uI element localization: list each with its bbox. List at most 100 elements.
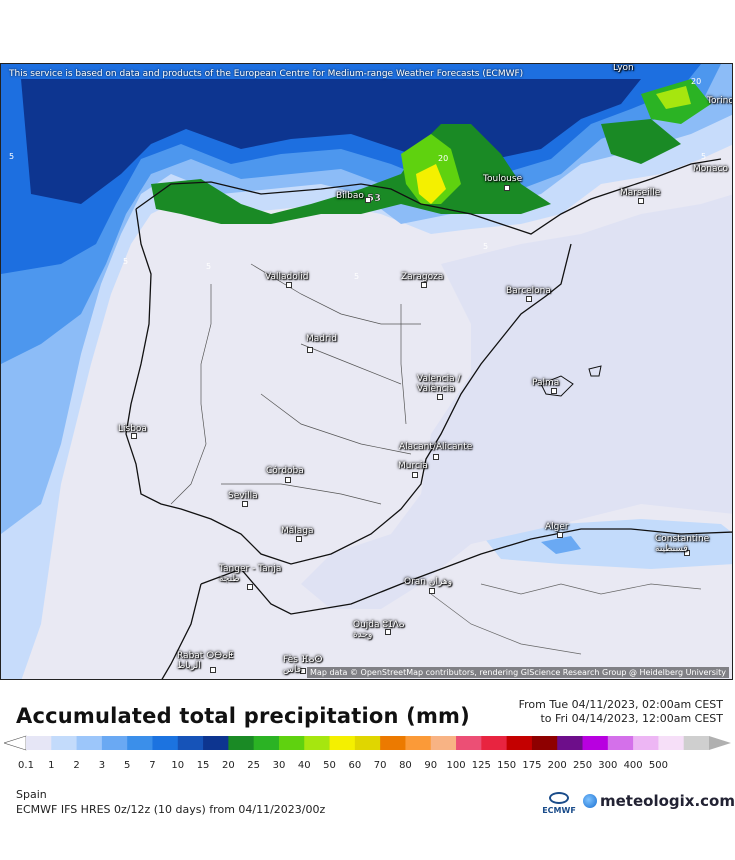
legend-under-arrow bbox=[4, 735, 27, 751]
legend-swatch bbox=[152, 736, 179, 750]
city-marker bbox=[286, 282, 292, 288]
city-marker bbox=[385, 629, 391, 635]
map-title: Accumulated total precipitation (mm) bbox=[16, 704, 470, 728]
time-range-to: to Fri 04/14/2023, 12:00am CEST bbox=[540, 712, 723, 725]
city-label: Zaragoza bbox=[401, 272, 444, 282]
legend-swatch bbox=[253, 736, 280, 750]
city-marker bbox=[551, 388, 557, 394]
city-label: Tanger - Tanja طنجة bbox=[219, 564, 282, 584]
contour-label: 5 bbox=[701, 152, 706, 161]
city-marker bbox=[296, 536, 302, 542]
legend-swatch bbox=[683, 736, 710, 750]
legend-swatch bbox=[607, 736, 634, 750]
legend-tick-label: 2 bbox=[73, 760, 80, 771]
legend-swatch bbox=[26, 736, 52, 750]
ecmwf-notice: This service is based on data and produc… bbox=[9, 69, 524, 79]
city-label: Murcia bbox=[398, 461, 428, 471]
legend-tick-label: 500 bbox=[648, 760, 668, 771]
legend-tick-label: 250 bbox=[572, 760, 593, 771]
legend-tick-label: 3 bbox=[98, 760, 106, 771]
legend-tick-label: 40 bbox=[297, 760, 311, 771]
legend-tick-label: 80 bbox=[399, 760, 412, 771]
city-marker bbox=[437, 394, 443, 400]
max-value-label: 53 bbox=[367, 193, 381, 204]
city-label: Fès ⴼⴰⵙ فاس bbox=[283, 655, 323, 675]
legend-over-arrow bbox=[709, 736, 731, 750]
contour-label: 5 bbox=[123, 257, 128, 266]
legend-tick-label: 200 bbox=[547, 760, 567, 771]
city-marker bbox=[365, 197, 371, 203]
city-marker bbox=[412, 472, 418, 478]
city-label: Bilbao bbox=[336, 191, 364, 201]
legend-swatch bbox=[127, 736, 153, 750]
city-marker bbox=[210, 667, 216, 673]
city-marker bbox=[307, 347, 313, 353]
contour-label: 5 bbox=[206, 262, 211, 271]
city-marker bbox=[557, 532, 563, 538]
legend-tick-label: 15 bbox=[196, 760, 210, 771]
precipitation-map[interactable]: 5 5 5 20 5 5 5 53 20 This service is bas… bbox=[0, 63, 733, 680]
contour-label: 20 bbox=[691, 77, 701, 86]
legend-swatch bbox=[658, 736, 685, 750]
legend-swatch bbox=[380, 736, 406, 750]
city-label: Barcelona bbox=[506, 286, 551, 296]
legend-swatch bbox=[557, 736, 584, 750]
legend-tick-label: 10 bbox=[171, 760, 185, 771]
legend-swatch bbox=[531, 736, 558, 750]
city-label: Lisboa bbox=[118, 424, 147, 434]
city-label: Sevilla bbox=[228, 491, 258, 501]
city-label: Alger bbox=[545, 522, 569, 532]
city-label: Constantine قسنطينة bbox=[655, 534, 710, 554]
legend-tick-label: 175 bbox=[522, 760, 542, 771]
city-marker bbox=[684, 550, 690, 556]
city-label: Monaco bbox=[693, 164, 728, 174]
legend-swatch bbox=[633, 736, 659, 750]
color-scale-bar bbox=[4, 735, 731, 751]
city-label: Córdoba bbox=[266, 466, 304, 476]
legend-tick-label: 0.1 bbox=[18, 760, 34, 771]
legend-tick-label: 60 bbox=[348, 760, 362, 771]
color-scale-labels: 0.1 1 2 3 5 7 10 15 20 25 30 40 50 60 70 80 90 100 125 150 1… bbox=[0, 760, 735, 774]
city-marker bbox=[429, 588, 435, 594]
legend-swatch bbox=[329, 736, 356, 750]
city-label: Lyon bbox=[613, 63, 634, 73]
city-marker bbox=[526, 296, 532, 302]
ecmwf-logo-icon bbox=[549, 792, 569, 804]
legend-tick-label: 125 bbox=[471, 760, 491, 771]
ecmwf-logo-text: ECMWF bbox=[542, 806, 576, 815]
city-marker bbox=[131, 433, 137, 439]
city-marker bbox=[638, 198, 644, 204]
legend-swatch bbox=[481, 736, 508, 750]
legend-swatch bbox=[76, 736, 103, 750]
legend-tick-label: 70 bbox=[373, 760, 387, 771]
globe-icon bbox=[583, 794, 597, 808]
legend-swatch bbox=[228, 736, 255, 750]
brand-name: meteologix.com bbox=[600, 792, 735, 810]
legend-tick-label: 50 bbox=[323, 760, 336, 771]
legend-tick-label: 20 bbox=[221, 760, 235, 771]
legend-swatch bbox=[51, 736, 78, 750]
city-label: Palma bbox=[532, 378, 560, 388]
legend-tick-label: 300 bbox=[598, 760, 618, 771]
city-marker bbox=[421, 282, 427, 288]
contour-label: 5 bbox=[354, 272, 359, 281]
city-label: Marseille bbox=[620, 188, 661, 198]
legend-swatch bbox=[456, 736, 482, 750]
legend-tick-label: 5 bbox=[123, 760, 131, 771]
city-marker bbox=[247, 584, 253, 590]
map-canvas: 5 5 5 20 5 5 5 53 20 bbox=[1, 64, 732, 679]
region-label: Spain bbox=[16, 788, 47, 801]
legend-tick-label: 7 bbox=[149, 760, 156, 771]
city-marker bbox=[433, 454, 439, 460]
legend-swatch bbox=[582, 736, 609, 750]
city-marker bbox=[242, 501, 248, 507]
city-marker bbox=[504, 185, 510, 191]
contour-label: 5 bbox=[483, 242, 488, 251]
legend-swatch bbox=[177, 736, 204, 750]
legend-panel: Accumulated total precipitation (mm) Fro… bbox=[0, 680, 735, 860]
city-label: Rabat ⵔⴱⴰⵟ الرباط bbox=[177, 651, 234, 671]
model-info: ECMWF IFS HRES 0z/12z (10 days) from 04/… bbox=[16, 803, 326, 816]
meteologix-logo[interactable]: meteologix.com bbox=[583, 792, 735, 810]
city-marker bbox=[285, 477, 291, 483]
map-attribution: Map data © OpenStreetMap contributors, r… bbox=[307, 667, 729, 678]
